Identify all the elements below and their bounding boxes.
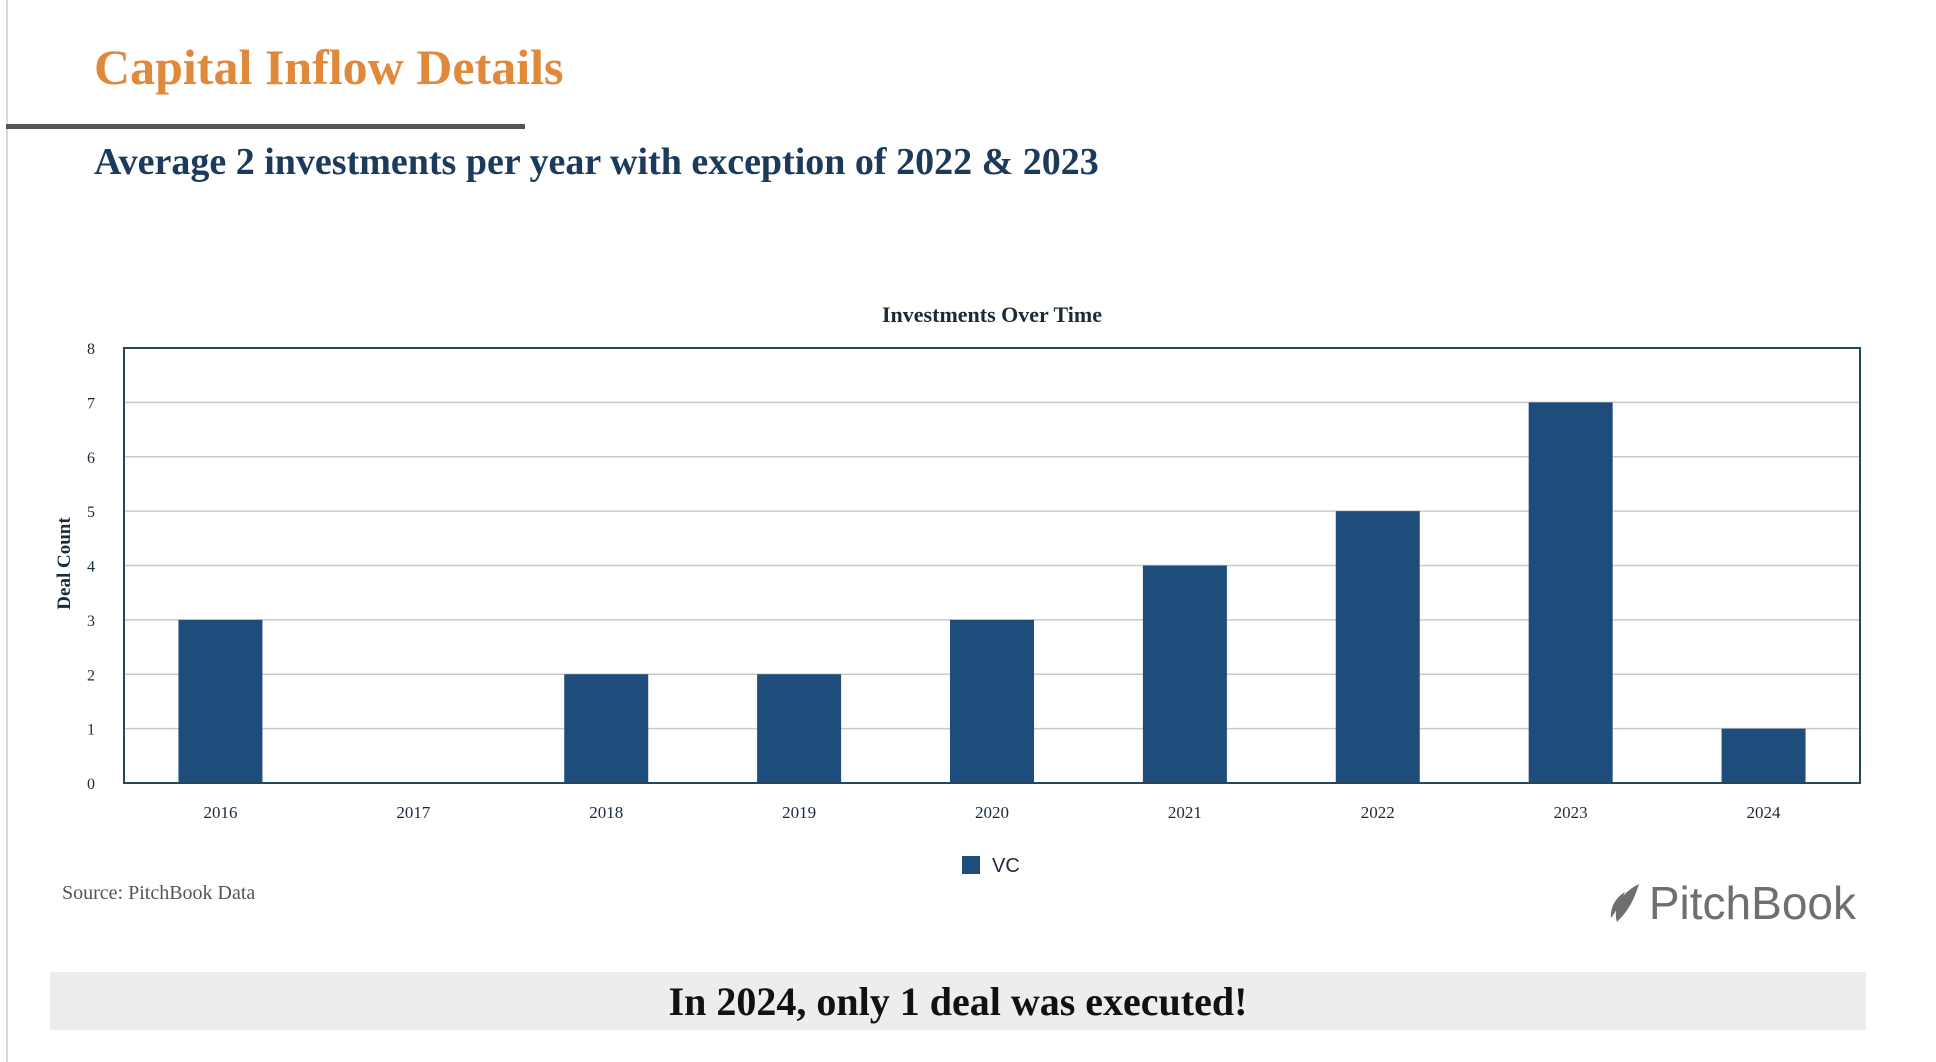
y-tick-label: 1 <box>87 722 95 739</box>
page-title: Capital Inflow Details <box>94 39 564 95</box>
x-tick-label: 2019 <box>782 803 816 822</box>
x-tick-label: 2024 <box>1747 803 1782 822</box>
callout-text: In 2024, only 1 deal was executed! <box>668 978 1248 1024</box>
chart-labels: Investments Over Time Deal Count <box>54 302 1102 610</box>
left-border <box>6 0 8 1062</box>
y-tick-label: 5 <box>87 504 95 521</box>
x-tick-label: 2023 <box>1554 803 1588 822</box>
pitchbook-leaf-icon <box>1610 884 1639 922</box>
plot-frame <box>123 347 1861 784</box>
title-underline <box>6 124 525 129</box>
legend-label-vc: VC <box>992 855 1020 877</box>
chart-title: Investments Over Time <box>882 302 1102 327</box>
bar-2022 <box>1335 511 1420 783</box>
bar-2020 <box>950 619 1034 783</box>
bar-2016 <box>178 619 263 783</box>
x-tick-label: 2017 <box>396 803 431 822</box>
bar-2018 <box>564 674 649 783</box>
y-tick-label: 0 <box>87 776 95 793</box>
chart-bars <box>178 402 1806 783</box>
y-tick-label: 6 <box>87 450 95 467</box>
x-tick-label: 2021 <box>1168 803 1202 822</box>
pitchbook-logo: PitchBook <box>1609 876 1856 930</box>
x-tick-label: 2016 <box>203 803 237 822</box>
source-note: Source: PitchBook Data <box>62 882 256 904</box>
chart-legend: VC <box>962 855 1020 877</box>
bar-2024 <box>1721 728 1806 783</box>
x-tick-label: 2020 <box>975 803 1009 822</box>
axis-ticks: 0 1 2 3 4 5 6 7 8 2016 2017 2018 2019 2020 2021 2022 202… <box>87 341 1781 822</box>
x-tick-label: 2022 <box>1361 803 1395 822</box>
y-axis-label: Deal Count <box>54 517 75 610</box>
callout-banner: In 2024, only 1 deal was executed! <box>50 972 1866 1030</box>
y-tick-label: 8 <box>87 341 95 358</box>
page-subtitle: Average 2 investments per year with exce… <box>94 141 1099 183</box>
y-tick-label: 3 <box>87 613 95 630</box>
y-tick-label: 2 <box>87 667 95 684</box>
y-tick-label: 4 <box>87 559 95 576</box>
y-tick-label: 7 <box>87 395 95 412</box>
legend-swatch-vc <box>962 856 980 874</box>
x-tick-label: 2018 <box>589 803 623 822</box>
bar-2021 <box>1142 565 1227 783</box>
brand-name: PitchBook <box>1648 877 1856 929</box>
bar-2019 <box>757 674 842 783</box>
bar-2023 <box>1528 402 1613 783</box>
